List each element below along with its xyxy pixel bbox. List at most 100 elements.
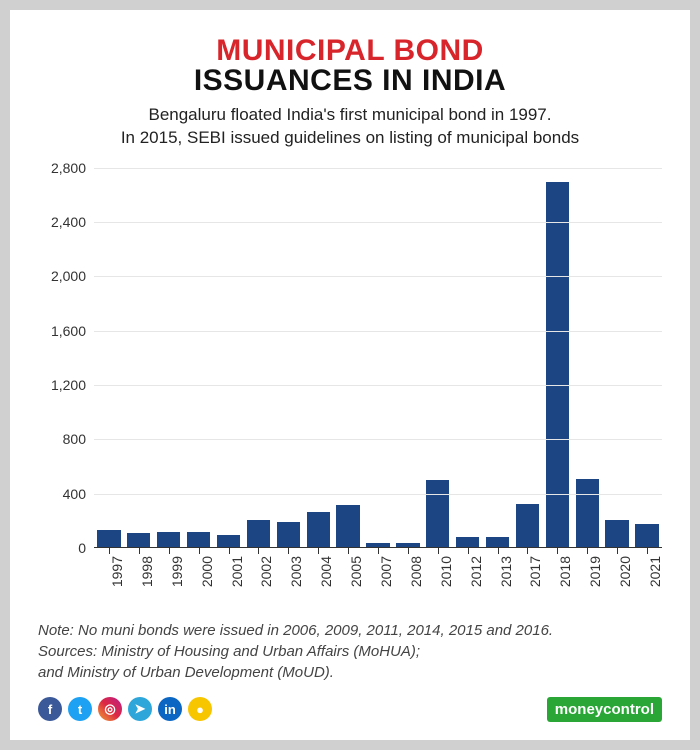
bar — [635, 524, 658, 547]
instagram-icon[interactable]: ◎ — [98, 697, 122, 721]
infographic-card: MUNICIPAL BOND ISSUANCES IN INDIA Bengal… — [10, 10, 690, 740]
bar-slot — [303, 512, 333, 547]
x-tick-mark — [318, 548, 319, 554]
x-tick-mark — [348, 548, 349, 554]
bar-slot — [363, 543, 393, 547]
x-tick-label: 2007 — [378, 556, 394, 587]
note-line3: and Ministry of Urban Development (MoUD)… — [38, 662, 662, 683]
y-tick-label: 2,800 — [51, 160, 86, 176]
bar-slot — [273, 522, 303, 546]
x-tick-label: 2021 — [647, 556, 663, 587]
grid-line — [94, 494, 662, 495]
bar — [187, 532, 210, 547]
x-tick-mark — [378, 548, 379, 554]
plot-area — [94, 168, 662, 548]
x-tick-label: 2005 — [348, 556, 364, 587]
x-tick-mark — [498, 548, 499, 554]
bar-slot — [243, 520, 273, 546]
x-tick-label: 2002 — [258, 556, 274, 587]
bar-chart: 04008001,2001,6002,0002,4002,800 1997199… — [38, 168, 662, 608]
bar-slot — [602, 520, 632, 547]
bar — [456, 537, 479, 547]
x-tick-mark — [229, 548, 230, 554]
linkedin-icon[interactable]: in — [158, 697, 182, 721]
x-tick-mark — [438, 548, 439, 554]
bar-slot — [512, 504, 542, 547]
bar-slot — [572, 479, 602, 547]
bar — [605, 520, 628, 547]
grid-line — [94, 331, 662, 332]
x-tick-mark — [288, 548, 289, 554]
x-tick-mark — [527, 548, 528, 554]
bar — [486, 537, 509, 547]
social-icons: ft◎➤in● — [38, 697, 212, 721]
note-block: Note: No muni bonds were issued in 2006,… — [38, 620, 662, 683]
bar-slot — [124, 533, 154, 547]
koo-icon[interactable]: ● — [188, 697, 212, 721]
y-tick-label: 1,200 — [51, 377, 86, 393]
x-tick-label: 2010 — [438, 556, 454, 587]
x-tick-mark — [647, 548, 648, 554]
bar-slot — [154, 532, 184, 547]
x-tick-label: 1997 — [109, 556, 125, 587]
bar — [307, 512, 330, 547]
x-tick-mark — [169, 548, 170, 554]
bar-slot — [393, 543, 423, 546]
y-axis: 04008001,2001,6002,0002,4002,800 — [38, 168, 94, 548]
bars-container — [94, 168, 662, 547]
x-tick-label: 1998 — [139, 556, 155, 587]
x-tick-label: 2019 — [587, 556, 603, 587]
y-tick-label: 400 — [63, 486, 86, 502]
grid-line — [94, 385, 662, 386]
bar — [127, 533, 150, 547]
bar-slot — [483, 537, 513, 547]
bar — [217, 535, 240, 547]
bar-slot — [214, 535, 244, 547]
logo-pre: money — [555, 701, 603, 718]
bar-slot — [632, 524, 662, 547]
bar — [97, 530, 120, 547]
facebook-icon[interactable]: f — [38, 697, 62, 721]
grid-line — [94, 222, 662, 223]
note-line1: Note: No muni bonds were issued in 2006,… — [38, 620, 662, 641]
footer: ft◎➤in● moneycontrol — [38, 697, 662, 722]
bar — [576, 479, 599, 547]
y-tick-label: 0 — [78, 540, 86, 556]
y-tick-label: 2,000 — [51, 268, 86, 284]
x-tick-label: 2020 — [617, 556, 633, 587]
bar-slot — [542, 182, 572, 547]
x-tick-label: 1999 — [169, 556, 185, 587]
logo-post: control — [603, 701, 654, 718]
x-tick-mark — [408, 548, 409, 554]
x-tick-label: 2013 — [498, 556, 514, 587]
telegram-icon[interactable]: ➤ — [128, 697, 152, 721]
bar — [247, 520, 270, 546]
bar — [277, 522, 300, 546]
x-tick-mark — [139, 548, 140, 554]
bar-slot — [333, 505, 363, 547]
bar — [516, 504, 539, 547]
title-line2: ISSUANCES IN INDIA — [38, 64, 662, 98]
x-tick-label: 2003 — [288, 556, 304, 587]
x-tick-mark — [258, 548, 259, 554]
bar-slot — [453, 537, 483, 547]
bar — [336, 505, 359, 547]
grid-line — [94, 168, 662, 169]
x-tick-mark — [109, 548, 110, 554]
x-tick-mark — [587, 548, 588, 554]
x-tick-mark — [468, 548, 469, 554]
note-line2: Sources: Ministry of Housing and Urban A… — [38, 641, 662, 662]
x-tick-label: 2017 — [527, 556, 543, 587]
subtitle-line: In 2015, SEBI issued guidelines on listi… — [38, 127, 662, 150]
bar — [426, 480, 449, 547]
bar — [157, 532, 180, 547]
x-tick-label: 2004 — [318, 556, 334, 587]
y-tick-label: 2,400 — [51, 214, 86, 230]
x-tick-label: 2000 — [199, 556, 215, 587]
bar — [396, 543, 419, 546]
grid-line — [94, 276, 662, 277]
x-tick-mark — [617, 548, 618, 554]
twitter-icon[interactable]: t — [68, 697, 92, 721]
y-tick-label: 800 — [63, 431, 86, 447]
bar-slot — [94, 530, 124, 547]
